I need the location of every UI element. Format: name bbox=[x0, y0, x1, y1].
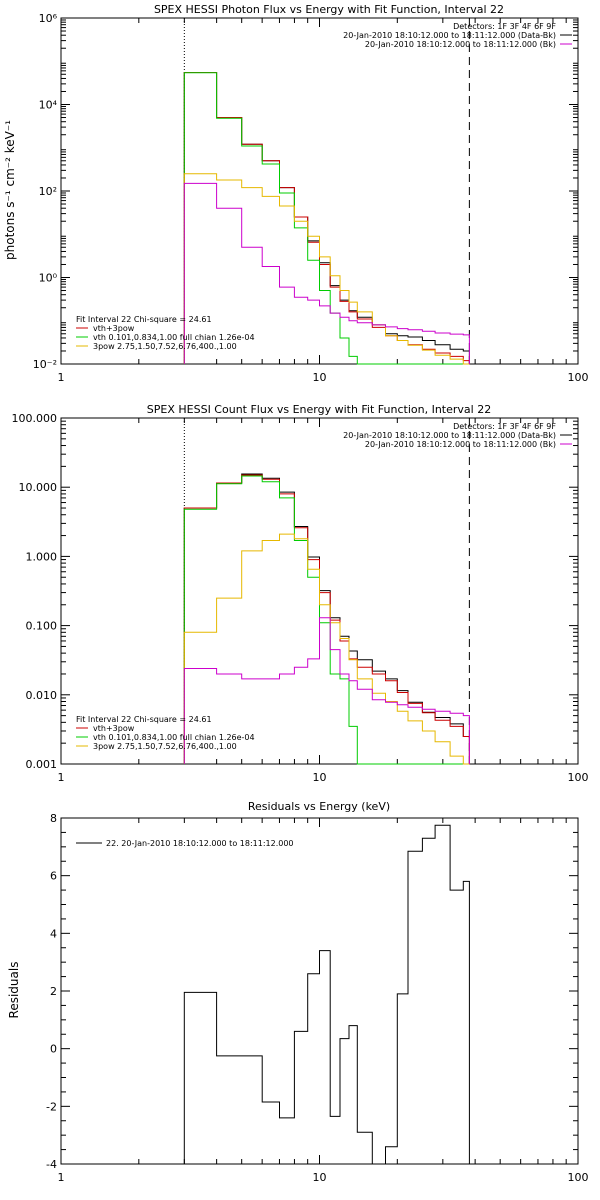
y-tick-label: 10⁶ bbox=[39, 12, 58, 25]
legend-entry: Detectors: 1F 3F 4F 6F 9F bbox=[453, 22, 556, 31]
series-line-4 bbox=[183, 182, 470, 364]
legend-entry: 20-Jan-2010 18:10:12.000 to 18:11:12.000… bbox=[365, 40, 556, 49]
legend-entry: vth+3pow bbox=[93, 324, 135, 333]
series-line-4 bbox=[183, 617, 470, 764]
y-tick-label: -4 bbox=[46, 1158, 57, 1171]
legend-entry: Detectors: 1F 3F 4F 6F 9F bbox=[453, 422, 556, 431]
y-tick-label: 10.000 bbox=[19, 481, 58, 494]
legend-entry: Fit Interval 22 Chi-square = 24.61 bbox=[76, 315, 212, 324]
legend-entry: 3pow 2.75,1.50,7.52,6.76,400.,1.00 bbox=[93, 342, 237, 351]
series-line-2 bbox=[183, 475, 470, 765]
residuals-ylabel: Residuals bbox=[7, 962, 21, 1019]
legend-entry: Fit Interval 22 Chi-square = 24.61 bbox=[76, 715, 212, 724]
y-tick-label: 100.000 bbox=[12, 412, 58, 425]
y-tick-label: 0.001 bbox=[26, 758, 58, 771]
y-tick-label: 2 bbox=[50, 985, 57, 998]
photon-flux-plot-frame bbox=[60, 17, 579, 365]
legend-entry: vth 0.101,0.834,1.00 full chian 1.26e-04 bbox=[93, 733, 255, 742]
series-line-3 bbox=[183, 173, 470, 365]
residuals-panel: Residuals vs Energy (keV) Residuals 1 10 1… bbox=[7, 800, 589, 1184]
legend-entry: 20-Jan-2010 18:10:12.000 to 18:11:12.000… bbox=[343, 31, 556, 40]
x-tick-label: 1 bbox=[58, 771, 65, 784]
x-tick-label: 100 bbox=[568, 371, 589, 384]
series-line-0 bbox=[183, 72, 470, 364]
series-line-1 bbox=[183, 72, 470, 364]
series-line-0 bbox=[183, 473, 470, 764]
count-flux-panel: SPEX HESSI Count Flux vs Energy with Fit… bbox=[12, 403, 589, 784]
x-tick-label: 100 bbox=[568, 771, 589, 784]
residuals-title: Residuals vs Energy (keV) bbox=[248, 800, 390, 813]
y-tick-label: 0.010 bbox=[26, 689, 58, 702]
legend-entry: vth 0.101,0.834,1.00 full chian 1.26e-04 bbox=[93, 333, 255, 342]
x-tick-label: 100 bbox=[568, 1171, 589, 1184]
photon-flux-title: SPEX HESSI Photon Flux vs Energy with Fi… bbox=[154, 3, 504, 16]
x-tick-label: 10 bbox=[313, 371, 327, 384]
y-tick-label: -2 bbox=[46, 1100, 57, 1113]
y-tick-label: 10⁰ bbox=[39, 272, 58, 285]
legend-entry: 22. 20-Jan-2010 18:10:12.000 to 18:11:12… bbox=[106, 839, 294, 848]
residuals-plot-frame bbox=[60, 817, 579, 1165]
x-tick-label: 10 bbox=[313, 1171, 327, 1184]
legend-entry: 20-Jan-2010 18:10:12.000 to 18:11:12.000… bbox=[365, 440, 556, 449]
y-tick-label: 0.100 bbox=[26, 620, 58, 633]
series-line-3 bbox=[183, 533, 470, 765]
legend-entry: 3pow 2.75,1.50,7.52,6.76,400.,1.00 bbox=[93, 742, 237, 751]
photon-flux-ylabel: photons s⁻¹ cm⁻² keV⁻¹ bbox=[3, 120, 17, 260]
count-flux-title: SPEX HESSI Count Flux vs Energy with Fit… bbox=[147, 403, 491, 416]
series-line-0 bbox=[183, 824, 470, 1165]
y-tick-label: 10⁴ bbox=[39, 99, 58, 112]
x-tick-label: 1 bbox=[58, 1171, 65, 1184]
y-tick-label: 0 bbox=[50, 1043, 57, 1056]
series-line-1 bbox=[183, 474, 470, 764]
y-tick-label: 8 bbox=[50, 812, 57, 825]
y-tick-label: 10² bbox=[39, 185, 57, 198]
legend-entry: 20-Jan-2010 18:10:12.000 to 18:11:12.000… bbox=[343, 431, 556, 440]
y-tick-label: 1.000 bbox=[26, 550, 58, 563]
legend-entry: vth+3pow bbox=[93, 724, 135, 733]
x-tick-label: 1 bbox=[58, 371, 65, 384]
y-tick-label: 10⁻² bbox=[33, 358, 57, 371]
series-line-2 bbox=[183, 72, 470, 365]
x-tick-label: 10 bbox=[313, 771, 327, 784]
photon-flux-panel: SPEX HESSI Photon Flux vs Energy with Fi… bbox=[3, 3, 589, 384]
y-tick-label: 4 bbox=[50, 927, 57, 940]
y-tick-label: 6 bbox=[50, 870, 57, 883]
